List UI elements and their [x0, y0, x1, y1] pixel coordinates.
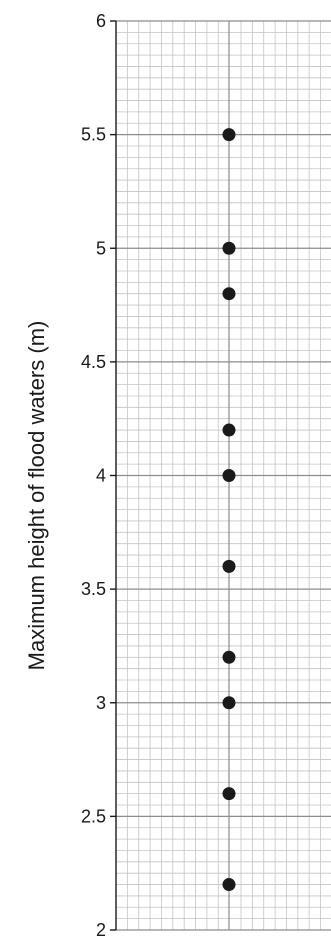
data-point	[222, 559, 236, 573]
y-tick-label: 2	[96, 920, 106, 937]
data-point	[222, 128, 236, 142]
y-tick-label: 4.5	[81, 352, 106, 372]
data-point	[222, 287, 236, 301]
grid	[116, 20, 331, 931]
data-points	[222, 128, 236, 892]
y-tick-label: 5	[96, 238, 106, 258]
y-tick-label: 4	[96, 466, 106, 486]
data-point	[222, 878, 236, 892]
y-tick-label: 2.5	[81, 806, 106, 826]
y-axis-title: Maximum height of flood waters (m)	[24, 321, 49, 671]
data-point	[222, 423, 236, 437]
y-tick-labels: 2 2.5 3 3.5 4 4.5 5 5.5 6	[81, 11, 116, 937]
data-point	[222, 787, 236, 801]
y-tick-label: 6	[96, 11, 106, 31]
y-tick-label: 5.5	[81, 125, 106, 145]
y-tick-label: 3.5	[81, 579, 106, 599]
data-point	[222, 241, 236, 255]
data-point	[222, 696, 236, 710]
data-point	[222, 650, 236, 664]
data-point	[222, 469, 236, 482]
y-tick-label: 3	[96, 693, 106, 713]
